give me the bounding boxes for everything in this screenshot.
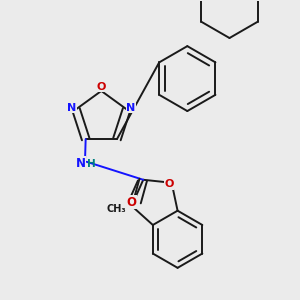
Text: H: H: [87, 159, 96, 170]
Text: N: N: [126, 103, 136, 113]
Text: N: N: [76, 157, 86, 170]
Text: O: O: [164, 179, 174, 189]
Text: O: O: [126, 196, 136, 209]
Text: CH₃: CH₃: [106, 204, 126, 214]
Text: O: O: [97, 82, 106, 92]
Text: N: N: [67, 103, 76, 113]
